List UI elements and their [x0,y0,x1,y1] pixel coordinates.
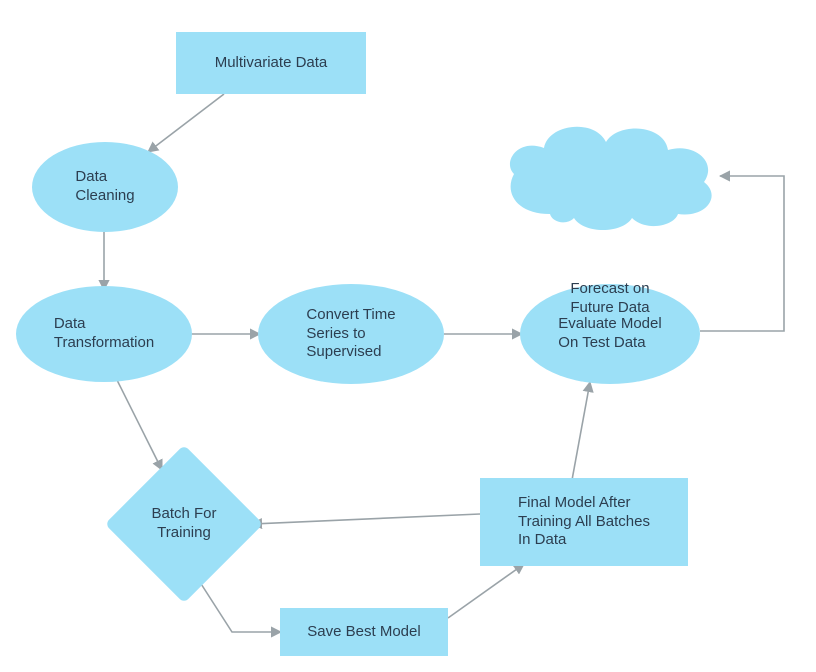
edge-transform-to-batch [116,378,162,470]
node-label: Final Model AfterTraining All BatchesIn … [504,488,664,556]
node-label: Multivariate Data [201,48,342,79]
node-label: Convert TimeSeries toSupervised [292,300,409,368]
node-data-cleaning: DataCleaning [32,142,178,232]
node-forecast-cloud: Forecast onFuture Data [496,114,724,234]
edge-finalmodel-to-batch [252,514,480,524]
edge-savebest-to-finalmodel [448,564,524,618]
flowchart-canvas: Multivariate Data Save Best Model Final … [0,0,816,672]
cloud-icon [496,114,724,234]
edge-finalmodel-to-evaluate [572,382,590,480]
node-convert-time-series: Convert TimeSeries toSupervised [258,284,444,384]
node-label: DataCleaning [61,162,148,212]
edge-multivariate-to-cleaning [148,94,224,152]
node-save-best-model: Save Best Model [280,608,448,656]
edge-batch-to-savebest [196,576,281,632]
node-label: Batch ForTraining [106,468,263,580]
node-label: Forecast onFuture Data [496,239,724,359]
node-data-transformation: DataTransformation [16,286,192,382]
node-final-model: Final Model AfterTraining All BatchesIn … [480,478,688,566]
cloud-text: Forecast onFuture Data [570,280,649,318]
node-multivariate-data: Multivariate Data [176,32,366,94]
node-label: DataTransformation [40,309,168,359]
diamond-text: Batch ForTraining [151,505,216,543]
node-batch-for-training: Batch ForTraining [128,468,240,580]
node-label: Save Best Model [293,617,434,648]
